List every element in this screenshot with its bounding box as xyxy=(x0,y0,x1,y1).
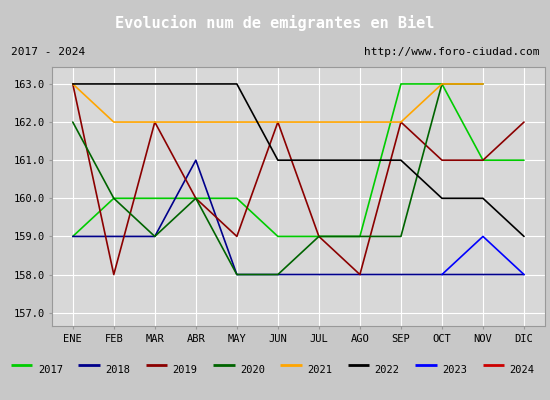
Text: 2023: 2023 xyxy=(442,364,467,374)
Text: 2019: 2019 xyxy=(173,364,197,374)
Text: Evolucion num de emigrantes en Biel: Evolucion num de emigrantes en Biel xyxy=(116,15,435,31)
Text: 2020: 2020 xyxy=(240,364,265,374)
Text: 2017: 2017 xyxy=(38,364,63,374)
Text: 2017 - 2024: 2017 - 2024 xyxy=(11,47,85,57)
Text: 2024: 2024 xyxy=(509,364,535,374)
Text: 2022: 2022 xyxy=(375,364,400,374)
Text: 2018: 2018 xyxy=(105,364,130,374)
Text: 2021: 2021 xyxy=(307,364,332,374)
Text: http://www.foro-ciudad.com: http://www.foro-ciudad.com xyxy=(364,47,539,57)
